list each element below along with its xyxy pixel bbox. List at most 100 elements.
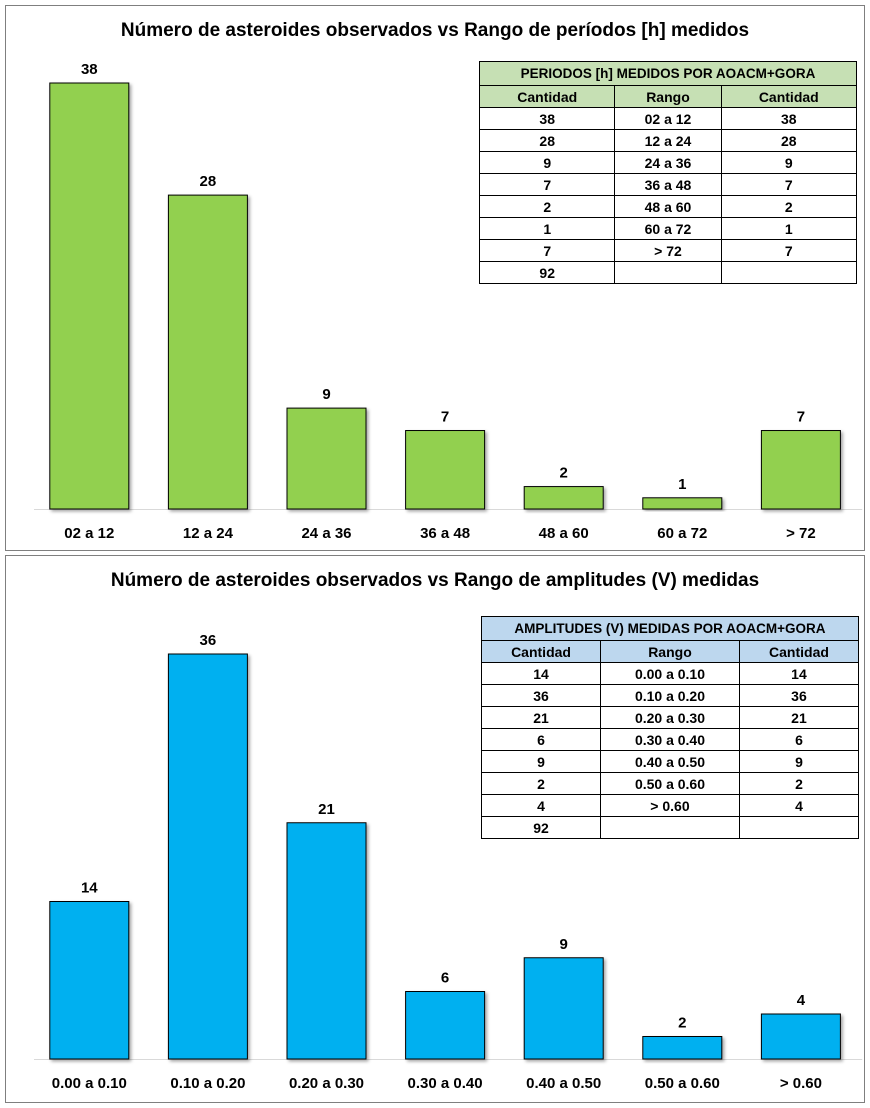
chart-title: Número de asteroides observados vs Rango… xyxy=(120,20,750,41)
table-cell: 92 xyxy=(478,261,616,284)
data-label: 36 xyxy=(200,632,217,649)
x-tick-label: 0.20 a 0.30 xyxy=(289,1075,364,1092)
data-label: 9 xyxy=(322,386,330,403)
x-tick-label: 0.30 a 0.40 xyxy=(408,1075,483,1092)
data-label: 2 xyxy=(678,1015,686,1032)
table-cell: 4 xyxy=(480,794,602,817)
table-row: 9 24 a 36 9 xyxy=(478,151,858,174)
data-label: 7 xyxy=(797,409,805,426)
bar xyxy=(167,653,248,1060)
table-header-cell: Rango xyxy=(614,85,722,108)
table-cell: 36 xyxy=(480,684,602,707)
table-header-cell: Cantidad xyxy=(478,85,616,108)
table-cell: 36 xyxy=(738,684,860,707)
table-header-cell: Cantidad xyxy=(720,85,858,108)
table-cell: 0.50 a 0.60 xyxy=(600,772,740,795)
table-cell xyxy=(720,261,858,284)
table-cell: 0.20 a 0.30 xyxy=(600,706,740,729)
data-label: 28 xyxy=(200,173,217,190)
bar xyxy=(760,430,841,510)
x-tick-label: 60 a 72 xyxy=(657,525,707,542)
bar xyxy=(286,407,367,510)
data-label: 7 xyxy=(441,409,449,426)
bar xyxy=(405,991,486,1060)
bar xyxy=(405,430,486,510)
data-label: 14 xyxy=(81,880,98,897)
table-cell xyxy=(738,816,860,839)
table-cell: 7 xyxy=(720,173,858,196)
table-cell: 14 xyxy=(480,662,602,685)
table-header-cell: Rango xyxy=(600,640,740,663)
table-header-cell: Cantidad xyxy=(738,640,860,663)
table-row: 2 0.50 a 0.60 2 xyxy=(480,772,860,795)
data-label: 1 xyxy=(678,476,686,493)
table-cell xyxy=(600,816,740,839)
table-cell: 2 xyxy=(738,772,860,795)
chart-title: Número de asteroides observados vs Rango… xyxy=(110,570,760,591)
x-tick-label: 24 a 36 xyxy=(301,525,351,542)
data-label: 38 xyxy=(81,61,98,78)
table-row: 36 0.10 a 0.20 36 xyxy=(480,684,860,707)
table-cell: > 72 xyxy=(614,239,722,262)
table-row: 2 48 a 60 2 xyxy=(478,195,858,218)
table-cell: 38 xyxy=(720,107,858,130)
table-row: 9 0.40 a 0.50 9 xyxy=(480,750,860,773)
table-cell: > 0.60 xyxy=(600,794,740,817)
bar xyxy=(49,82,130,510)
table-cell: 9 xyxy=(720,151,858,174)
table-cell: 21 xyxy=(738,706,860,729)
table-row: 7 36 a 48 7 xyxy=(478,173,858,196)
table-row: 4 > 0.60 4 xyxy=(480,794,860,817)
x-tick-label: 0.40 a 0.50 xyxy=(526,1075,601,1092)
table-cell: 38 xyxy=(478,107,616,130)
data-label: 2 xyxy=(560,465,568,482)
table-cell: 9 xyxy=(478,151,616,174)
table-row: 38 02 a 12 38 xyxy=(478,107,858,130)
table-cell: 0.10 a 0.20 xyxy=(600,684,740,707)
data-label: 21 xyxy=(318,801,335,818)
table-row: 6 0.30 a 0.40 6 xyxy=(480,728,860,751)
bar xyxy=(760,1013,841,1060)
data-label: 6 xyxy=(441,970,449,987)
table-row: 1 60 a 72 1 xyxy=(478,217,858,240)
bar xyxy=(642,497,723,510)
table-cell: 36 a 48 xyxy=(614,173,722,196)
table-cell: 2 xyxy=(480,772,602,795)
x-tick-label: 36 a 48 xyxy=(420,525,470,542)
x-tick-label: > 72 xyxy=(786,525,816,542)
table-cell: 48 a 60 xyxy=(614,195,722,218)
table-cell: 2 xyxy=(720,195,858,218)
x-tick-label: 48 a 60 xyxy=(539,525,589,542)
table-cell: 24 a 36 xyxy=(614,151,722,174)
table-cell: 02 a 12 xyxy=(614,107,722,130)
table-row: 7 > 72 7 xyxy=(478,239,858,262)
bar xyxy=(49,901,130,1060)
bar xyxy=(523,486,604,510)
table-cell: 6 xyxy=(480,728,602,751)
table-cell: 0.30 a 0.40 xyxy=(600,728,740,751)
table-cell: 9 xyxy=(480,750,602,773)
table-title: AMPLITUDES (V) MEDIDAS POR AOACM+GORA xyxy=(481,616,859,641)
x-tick-label: 02 a 12 xyxy=(64,525,114,542)
bar xyxy=(167,194,248,510)
x-tick-label: 0.00 a 0.10 xyxy=(52,1075,127,1092)
table-cell: 21 xyxy=(480,706,602,729)
table-row: 14 0.00 a 0.10 14 xyxy=(480,662,860,685)
table-cell: 1 xyxy=(720,217,858,240)
table-cell: 9 xyxy=(738,750,860,773)
period-chart-panel: Número de asteroides observados vs Rango… xyxy=(5,5,865,551)
table-cell: 28 xyxy=(720,129,858,152)
table-cell: 12 a 24 xyxy=(614,129,722,152)
data-label: 4 xyxy=(797,992,806,1009)
table-cell: 14 xyxy=(738,662,860,685)
table-cell: 28 xyxy=(478,129,616,152)
x-tick-label: > 0.60 xyxy=(780,1075,822,1092)
table-row: 21 0.20 a 0.30 21 xyxy=(480,706,860,729)
table-cell: 2 xyxy=(478,195,616,218)
table-cell: 1 xyxy=(478,217,616,240)
bar xyxy=(642,1036,723,1060)
table-cell xyxy=(614,261,722,284)
bar xyxy=(523,957,604,1060)
table-cell: 7 xyxy=(478,239,616,262)
